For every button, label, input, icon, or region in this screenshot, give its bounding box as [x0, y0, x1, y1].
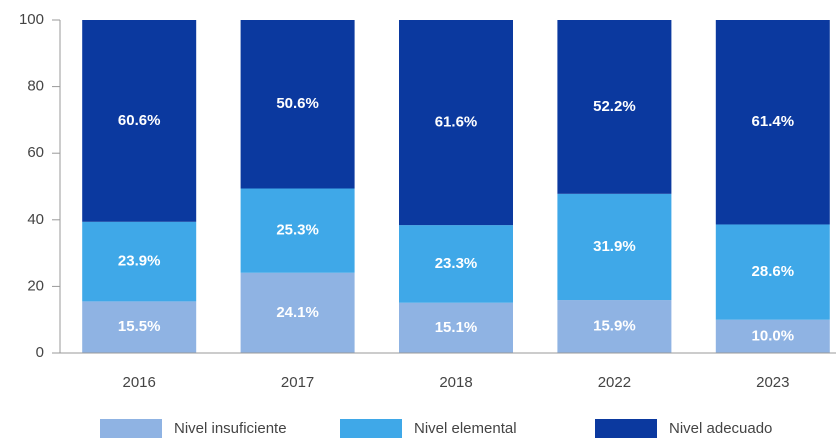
y-tick-label: 40	[27, 211, 44, 228]
y-tick-label: 80	[27, 78, 44, 95]
bar-segment	[82, 221, 197, 302]
bar-segment	[240, 188, 355, 273]
bar-segment	[557, 193, 672, 301]
bar-segment	[715, 20, 830, 225]
bar-segment	[82, 301, 197, 353]
y-tick-label: 20	[27, 277, 44, 294]
legend-swatch	[340, 419, 402, 438]
value-label: 23.9%	[118, 253, 161, 270]
value-label: 15.9%	[593, 317, 636, 334]
value-label: 10.0%	[752, 327, 795, 344]
x-tick-label: 2016	[123, 374, 156, 391]
y-tick-label: 60	[27, 144, 44, 161]
bar-segment	[82, 20, 197, 222]
x-tick-label: 2018	[439, 374, 472, 391]
legend-swatch	[595, 419, 657, 438]
value-label: 15.1%	[435, 319, 478, 336]
y-tick-label: 0	[36, 344, 44, 361]
bar-segment	[715, 319, 830, 353]
value-label: 52.2%	[593, 98, 636, 115]
value-label: 25.3%	[276, 222, 319, 239]
y-tick-label: 100	[19, 11, 44, 28]
value-label: 61.6%	[435, 114, 478, 131]
x-tick-label: 2023	[756, 374, 789, 391]
bar-segment	[715, 224, 830, 320]
value-label: 61.4%	[752, 113, 795, 130]
value-label: 24.1%	[276, 304, 319, 321]
bar-segment	[399, 302, 513, 353]
bar-segment	[240, 20, 355, 189]
value-label: 31.9%	[593, 238, 636, 255]
value-label: 28.6%	[752, 263, 795, 280]
legend-label: Nivel elemental	[414, 420, 517, 437]
bar-segment	[399, 20, 513, 226]
legend-swatch	[100, 419, 162, 438]
x-tick-label: 2017	[281, 374, 314, 391]
bar-segment	[399, 225, 513, 303]
bar-segment	[240, 272, 355, 353]
value-label: 23.3%	[435, 255, 478, 272]
legend-label: Nivel insuficiente	[174, 420, 287, 437]
bar-segment	[557, 300, 672, 353]
value-label: 50.6%	[276, 95, 319, 112]
value-label: 15.5%	[118, 318, 161, 335]
legend-label: Nivel adecuado	[669, 420, 772, 437]
value-label: 60.6%	[118, 112, 161, 129]
x-tick-label: 2022	[598, 374, 631, 391]
bar-segment	[557, 20, 672, 194]
